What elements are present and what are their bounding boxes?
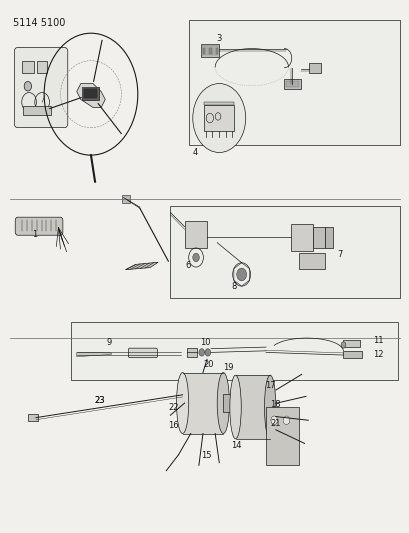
Bar: [223, 394, 231, 412]
Text: 1: 1: [32, 230, 38, 239]
Text: 5114 5100: 5114 5100: [13, 18, 65, 28]
Bar: [82, 87, 99, 100]
Bar: [121, 195, 129, 203]
Circle shape: [24, 82, 31, 91]
Text: 16: 16: [168, 421, 179, 430]
Bar: [343, 340, 359, 347]
Text: 14: 14: [231, 441, 241, 450]
Bar: [200, 44, 219, 57]
Bar: [209, 47, 211, 54]
Polygon shape: [76, 352, 111, 357]
FancyBboxPatch shape: [14, 47, 67, 127]
Bar: [203, 105, 234, 131]
Bar: [37, 61, 47, 73]
Ellipse shape: [176, 373, 188, 433]
Polygon shape: [76, 84, 105, 108]
Bar: [186, 348, 196, 357]
Bar: [202, 47, 204, 54]
Bar: [284, 79, 300, 89]
Bar: [290, 224, 312, 251]
Text: 23: 23: [94, 396, 105, 405]
Circle shape: [204, 349, 210, 356]
Ellipse shape: [264, 375, 275, 439]
Text: 11: 11: [372, 336, 383, 345]
Text: 6: 6: [185, 261, 190, 270]
Bar: [203, 102, 234, 105]
Text: 23: 23: [94, 396, 105, 405]
Bar: [188, 20, 400, 144]
Bar: [182, 373, 223, 433]
Text: 12: 12: [372, 350, 383, 359]
Bar: [285, 81, 299, 87]
Circle shape: [340, 342, 345, 348]
Text: 21: 21: [270, 418, 280, 427]
Bar: [184, 221, 207, 248]
Text: 17: 17: [265, 382, 275, 391]
Text: 9: 9: [106, 338, 111, 347]
Text: 19: 19: [223, 363, 233, 372]
Circle shape: [236, 268, 246, 281]
Bar: [83, 88, 98, 99]
Text: 4: 4: [192, 148, 198, 157]
Bar: [324, 227, 333, 248]
Bar: [216, 47, 218, 54]
Text: 8: 8: [231, 282, 236, 291]
Polygon shape: [125, 262, 158, 270]
Text: 20: 20: [202, 360, 213, 369]
Text: 15: 15: [200, 451, 211, 461]
Text: 7: 7: [337, 251, 342, 260]
Text: 3: 3: [216, 34, 221, 43]
Circle shape: [192, 84, 245, 152]
Text: 18: 18: [270, 400, 280, 409]
Ellipse shape: [229, 375, 240, 439]
Text: 10: 10: [200, 338, 210, 347]
Bar: [201, 45, 218, 55]
FancyBboxPatch shape: [128, 348, 157, 358]
Circle shape: [270, 416, 277, 424]
Ellipse shape: [217, 373, 229, 433]
Bar: [312, 227, 324, 248]
Circle shape: [198, 349, 204, 356]
Bar: [343, 351, 361, 358]
Bar: [235, 375, 270, 439]
Bar: [298, 253, 324, 269]
Bar: [28, 414, 38, 421]
FancyBboxPatch shape: [15, 217, 63, 235]
Bar: [308, 63, 320, 73]
Bar: [22, 61, 34, 73]
Text: 22: 22: [168, 402, 178, 411]
Circle shape: [192, 253, 199, 262]
Bar: [70, 322, 398, 381]
Circle shape: [283, 416, 289, 424]
Bar: [22, 107, 51, 115]
Bar: [170, 206, 400, 298]
Bar: [265, 407, 298, 465]
